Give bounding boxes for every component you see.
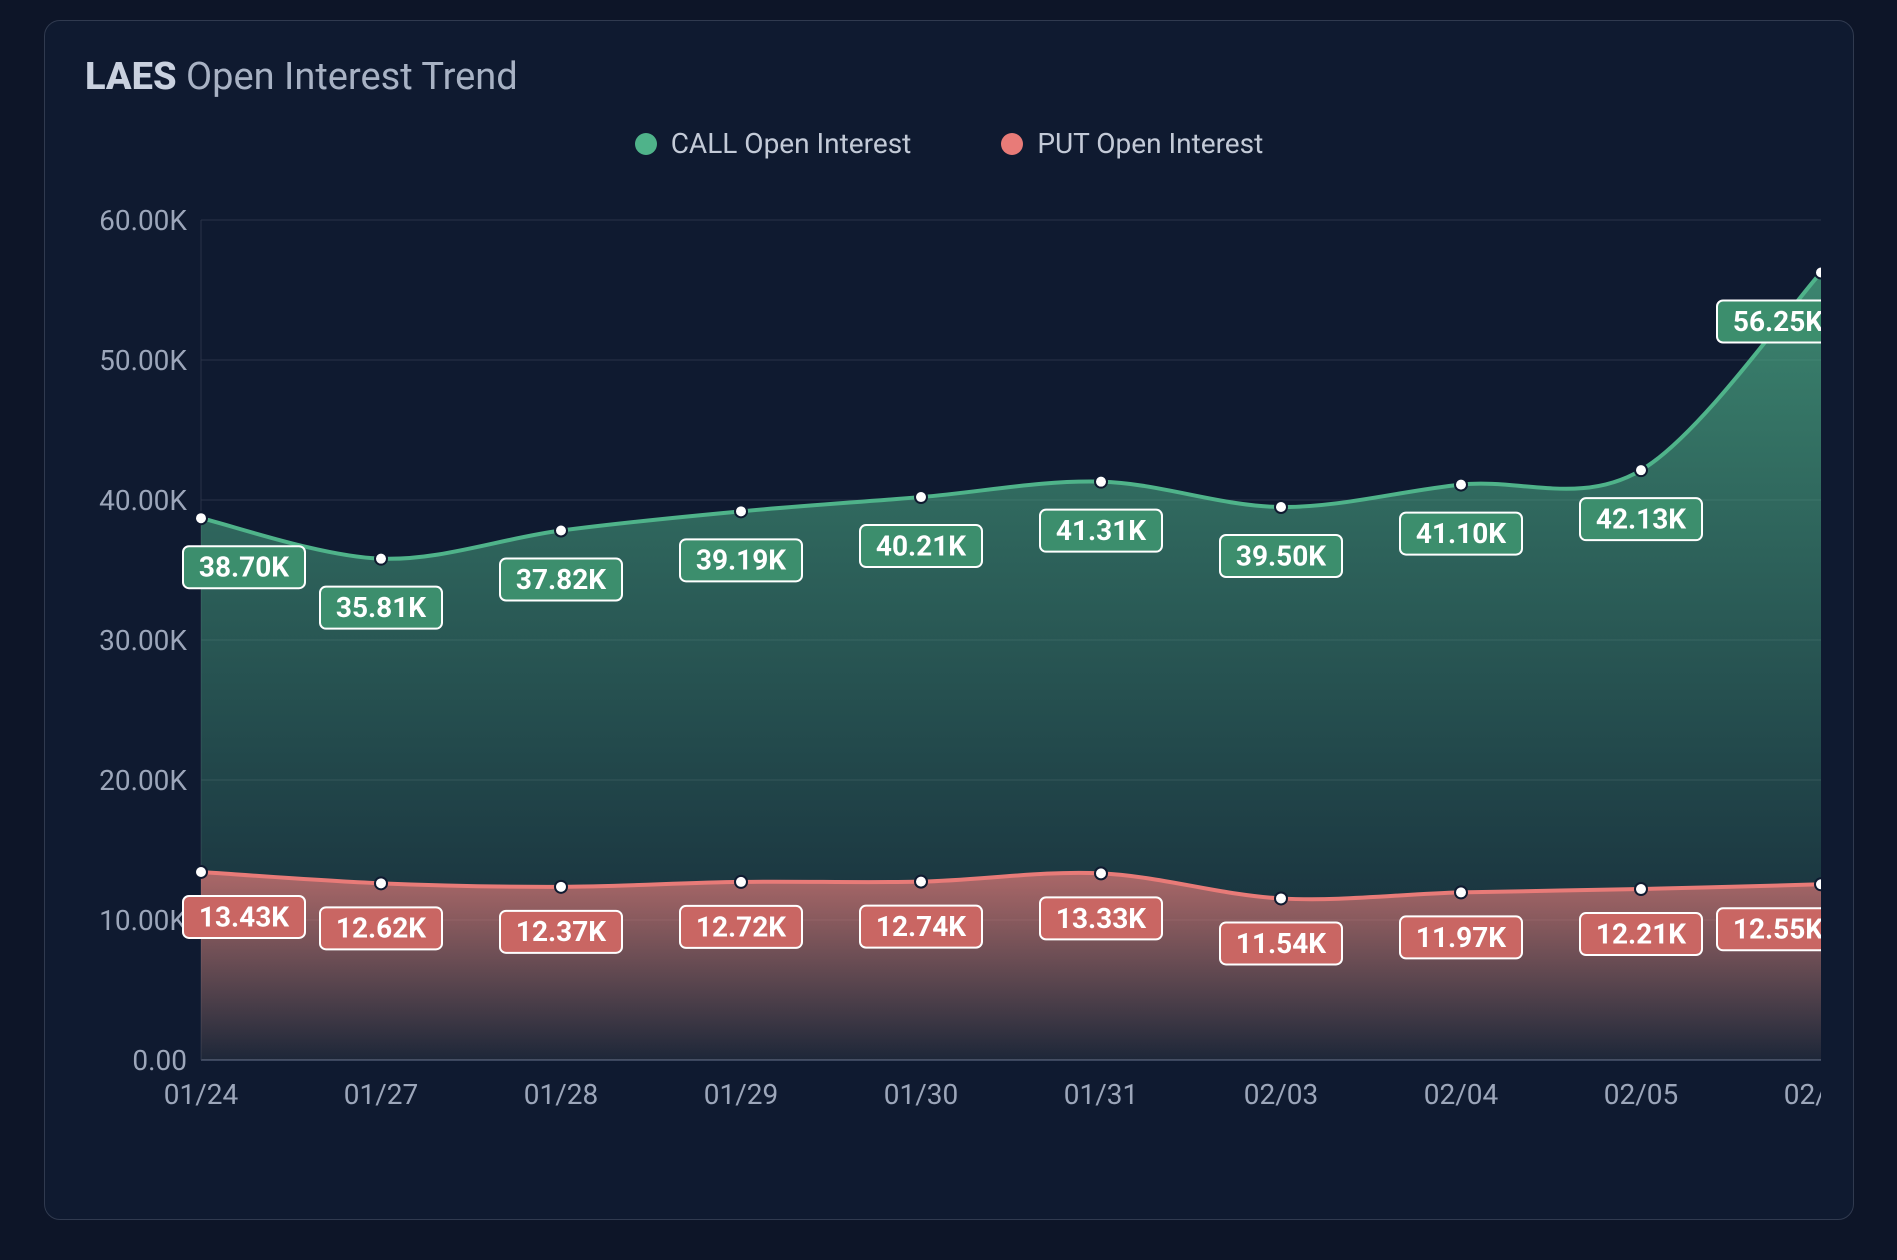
legend-swatch-call — [635, 133, 657, 155]
point-call — [1815, 267, 1821, 279]
x-tick-label: 02/03 — [1244, 1078, 1319, 1111]
legend-item-call: CALL Open Interest — [635, 127, 912, 160]
x-tick-label: 02/04 — [1424, 1078, 1499, 1111]
badge-label-put: 11.97K — [1416, 921, 1506, 954]
point-put — [195, 866, 207, 878]
legend-label-call: CALL Open Interest — [671, 127, 912, 160]
x-tick-label: 01/30 — [884, 1078, 959, 1111]
badge-label-put: 12.62K — [336, 912, 426, 945]
badge-label-put: 13.33K — [1056, 902, 1146, 935]
point-put — [1275, 892, 1287, 904]
badge-label-call: 40.21K — [876, 529, 966, 562]
badge-label-call: 39.19K — [696, 544, 786, 577]
chart-plot: 0.00 10.00K 20.00K 30.00K 40.00K 50.00K 60.00K… — [81, 180, 1817, 1160]
legend-swatch-put — [1001, 133, 1023, 155]
point-put — [1455, 886, 1467, 898]
y-tick-label: 0.00 — [132, 1044, 187, 1077]
badge-label-call: 42.13K — [1596, 503, 1686, 536]
y-tick-label: 10.00K — [99, 904, 187, 937]
point-call — [735, 505, 747, 517]
y-tick-label: 20.00K — [99, 764, 187, 797]
badge-label-put: 12.72K — [696, 910, 786, 943]
x-tick-label: 01/31 — [1064, 1078, 1139, 1111]
area-put — [201, 872, 1821, 1060]
point-put — [1635, 883, 1647, 895]
badge-label-call: 41.10K — [1416, 517, 1506, 550]
x-tick-label: 01/29 — [704, 1078, 779, 1111]
badge-label-put: 11.54K — [1236, 927, 1326, 960]
badge-label-call: 39.50K — [1236, 539, 1326, 572]
badge-label-put: 12.74K — [876, 910, 966, 943]
chart-title: LAES Open Interest Trend — [85, 55, 1817, 99]
chart-card: LAES Open Interest Trend CALL Open Inter… — [44, 20, 1854, 1220]
badge-label-call: 56.25K — [1733, 305, 1821, 338]
point-call — [1275, 501, 1287, 513]
x-tick-label: 02/05 — [1604, 1078, 1679, 1111]
badge-label-put: 12.21K — [1596, 917, 1686, 950]
badge-label-put: 12.37K — [516, 915, 606, 948]
badge-label-call: 35.81K — [336, 591, 426, 624]
x-tick-label: 01/27 — [344, 1078, 419, 1111]
point-call — [555, 525, 567, 537]
chart-title-symbol: LAES — [85, 55, 177, 99]
badge-label-put: 12.55K — [1733, 913, 1821, 946]
badge-label-call: 37.82K — [516, 563, 606, 596]
x-tick-label: 02/06 — [1784, 1078, 1821, 1111]
point-put — [555, 881, 567, 893]
y-tick-label: 60.00K — [99, 204, 187, 237]
y-tick-label: 30.00K — [99, 624, 187, 657]
x-tick-label: 01/28 — [524, 1078, 599, 1111]
x-tick-label: 01/24 — [164, 1078, 239, 1111]
badge-label-call: 41.31K — [1056, 514, 1146, 547]
point-put — [915, 876, 927, 888]
badge-label-call: 38.70K — [199, 551, 289, 584]
badge-label-put: 13.43K — [199, 900, 289, 933]
point-call — [195, 512, 207, 524]
point-call — [1635, 464, 1647, 476]
point-call — [915, 491, 927, 503]
point-put — [1815, 878, 1821, 890]
point-put — [1095, 867, 1107, 879]
point-put — [735, 876, 747, 888]
chart-svg: 0.00 10.00K 20.00K 30.00K 40.00K 50.00K 60.00K… — [81, 180, 1821, 1140]
point-call — [1455, 479, 1467, 491]
chart-legend: CALL Open Interest PUT Open Interest — [81, 127, 1817, 160]
chart-title-rest: Open Interest Trend — [186, 55, 518, 99]
point-put — [375, 877, 387, 889]
point-call — [1095, 476, 1107, 488]
legend-item-put: PUT Open Interest — [1001, 127, 1263, 160]
y-tick-label: 40.00K — [99, 484, 187, 517]
point-call — [375, 553, 387, 565]
legend-label-put: PUT Open Interest — [1037, 127, 1263, 160]
y-tick-label: 50.00K — [99, 344, 187, 377]
